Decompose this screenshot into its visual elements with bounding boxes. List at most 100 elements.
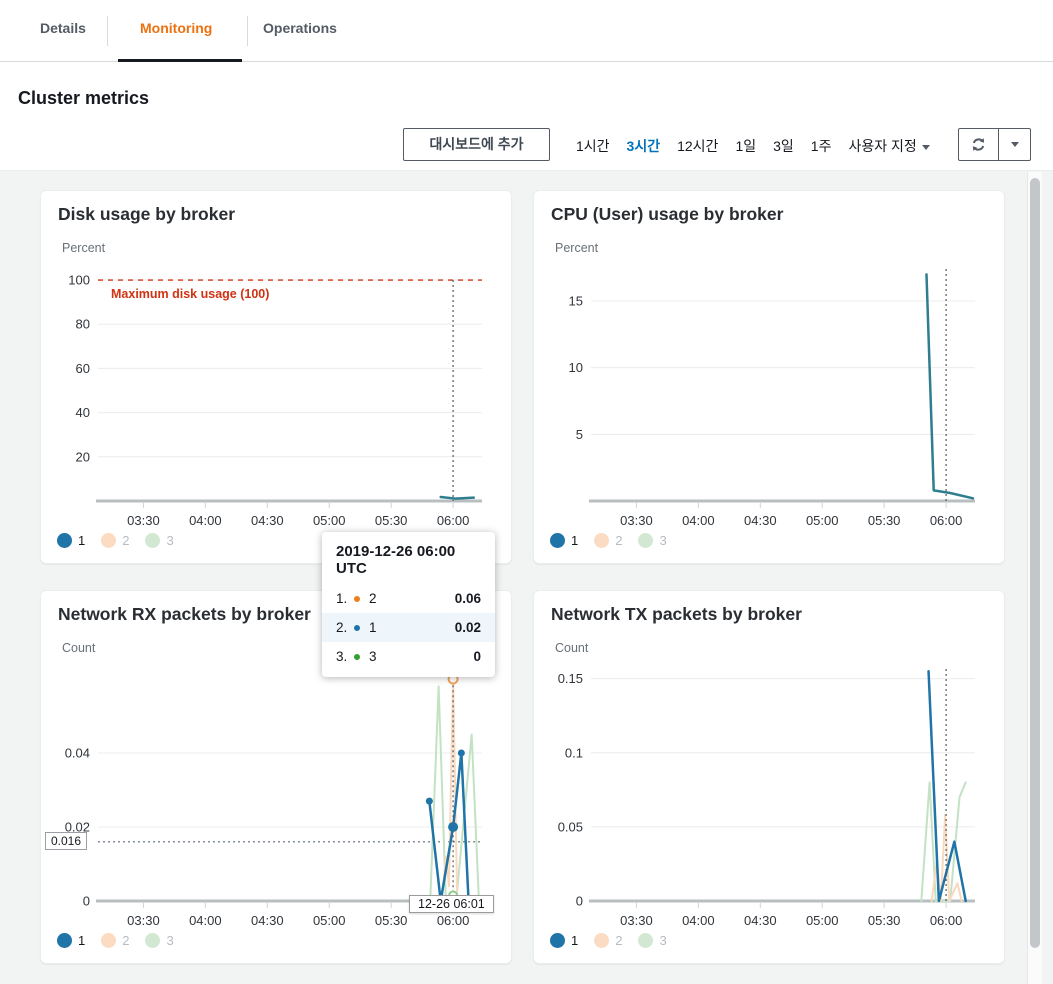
svg-text:03:30: 03:30 [127,913,160,928]
svg-text:0.02: 0.02 [65,819,90,834]
svg-text:03:30: 03:30 [620,913,653,928]
svg-text:0.05: 0.05 [558,819,583,834]
svg-text:0.1: 0.1 [565,745,583,760]
refresh-button-group [958,128,1031,161]
svg-text:0: 0 [576,894,583,909]
chart-legend: 1 2 3 [550,533,667,548]
tooltip-series-label: 1 [369,620,377,635]
page-title: Cluster metrics [18,88,150,108]
svg-text:100: 100 [68,273,90,288]
network-tx-chart[interactable]: 0 0.05 0.1 0.15 03:30 04:00 04:30 05:00 05:30 06:… [534,653,1006,933]
legend-dot-icon [145,933,161,948]
svg-text:06:00: 06:00 [930,513,963,528]
time-range-12h[interactable]: 12시간 [677,138,719,154]
svg-text:03:30: 03:30 [620,513,653,528]
time-range-1w[interactable]: 1주 [810,138,832,154]
legend-item-broker-1[interactable]: 1 [57,533,85,548]
time-range-1h[interactable]: 1시간 [576,138,610,154]
legend-dot-icon [101,933,117,948]
refresh-button[interactable] [958,128,999,161]
chart-legend: 1 2 3 [57,533,174,548]
legend-item-broker-2[interactable]: 2 [594,933,622,948]
time-range-1d[interactable]: 1일 [735,138,757,154]
chart-card-network-tx: Network TX packets by broker Count 0 0.05… [533,590,1005,964]
svg-text:Maximum disk usage (100): Maximum disk usage (100) [111,287,269,301]
tab-operations[interactable]: Operations [263,20,337,36]
svg-text:05:30: 05:30 [375,513,408,528]
legend-item-broker-3[interactable]: 3 [145,533,174,548]
svg-text:0.15: 0.15 [558,671,583,686]
vertical-scrollbar-thumb[interactable] [1030,178,1040,948]
chart-title: Disk usage by broker [58,204,236,224]
legend-item-broker-1[interactable]: 1 [550,933,578,948]
tab-details[interactable]: Details [40,20,86,36]
legend-dot-icon [101,533,117,548]
legend-label: 1 [78,533,86,548]
y-axis-unit-label: Percent [62,241,106,255]
tooltip-row-broker-2: 1. 2 0.06 [322,584,495,613]
chevron-down-icon [1010,142,1019,147]
svg-text:05:30: 05:30 [375,913,408,928]
legend-dot-icon [57,533,72,548]
svg-text:0.04: 0.04 [65,745,90,760]
legend-label: 1 [571,533,579,548]
legend-item-broker-2[interactable]: 2 [594,533,622,548]
legend-item-broker-1[interactable]: 1 [57,933,85,948]
tab-monitoring[interactable]: Monitoring [140,20,213,36]
tooltip-rank: 1. [336,591,348,606]
active-tab-underline [118,59,242,62]
legend-label: 3 [166,933,174,948]
network-rx-chart[interactable]: 0 0.02 0.04 03:30 04:00 04:30 05:00 05:30 06:00 [41,653,513,933]
svg-text:80: 80 [76,317,90,332]
legend-dot-icon [145,533,161,548]
legend-item-broker-2[interactable]: 2 [101,533,129,548]
legend-dot-icon [638,933,654,948]
y-axis-unit-label: Count [62,641,96,655]
svg-text:06:00: 06:00 [930,913,963,928]
time-range-custom[interactable]: 사용자 지정 [848,136,930,156]
legend-label: 3 [659,933,667,948]
series-dot-icon [354,624,360,631]
legend-item-broker-3[interactable]: 3 [638,533,667,548]
tooltip-series-value: 0.06 [454,591,481,606]
tooltip-row-broker-1: 2. 1 0.02 [322,613,495,642]
svg-text:05:30: 05:30 [868,513,901,528]
svg-text:04:00: 04:00 [189,913,222,928]
time-range-3h[interactable]: 3시간 [626,138,661,154]
tooltip-series-value: 0 [473,649,481,664]
legend-label: 2 [122,933,130,948]
toolbar-divider [0,170,1053,171]
svg-text:04:30: 04:30 [744,513,777,528]
series-dot-icon [354,595,360,602]
chart-title: Network RX packets by broker [58,604,311,624]
svg-text:05:00: 05:00 [806,913,839,928]
svg-text:05:00: 05:00 [313,513,346,528]
svg-text:04:00: 04:00 [682,513,715,528]
cpu-usage-chart[interactable]: 5 10 15 03:30 04:00 04:30 05:00 05:30 06:00 [534,253,1006,533]
refresh-dropdown-button[interactable] [999,128,1031,161]
chart-card-cpu-usage: CPU (User) usage by broker Percent 5 10 15… [533,190,1005,564]
legend-item-broker-3[interactable]: 3 [638,933,667,948]
add-to-dashboard-button[interactable]: 대시보드에 추가 [403,128,550,161]
threshold-value-label: 0.016 [45,832,88,850]
legend-item-broker-1[interactable]: 1 [550,533,578,548]
vertical-scrollbar-track [1027,172,1042,984]
tooltip-series-label: 3 [369,649,377,664]
chart-title: Network TX packets by broker [551,604,802,624]
legend-label: 1 [78,933,86,948]
time-range-3d[interactable]: 3일 [773,138,794,154]
tooltip-row-broker-3: 3. 3 0 [322,642,495,671]
legend-label: 3 [166,533,174,548]
legend-item-broker-3[interactable]: 3 [145,933,174,948]
tab-separator [247,16,248,46]
tooltip-rank: 3. [336,649,348,664]
chart-legend: 1 2 3 [550,933,667,948]
svg-text:05:00: 05:00 [313,913,346,928]
tooltip-series-value: 0.02 [454,620,481,635]
svg-text:15: 15 [569,294,583,309]
svg-text:03:30: 03:30 [127,513,160,528]
disk-usage-chart[interactable]: 20 40 60 80 100 03:30 04:00 04:30 05:00 05:30 06:0… [41,253,513,533]
legend-dot-icon [594,533,610,548]
legend-item-broker-2[interactable]: 2 [101,933,129,948]
tab-separator [107,16,108,46]
